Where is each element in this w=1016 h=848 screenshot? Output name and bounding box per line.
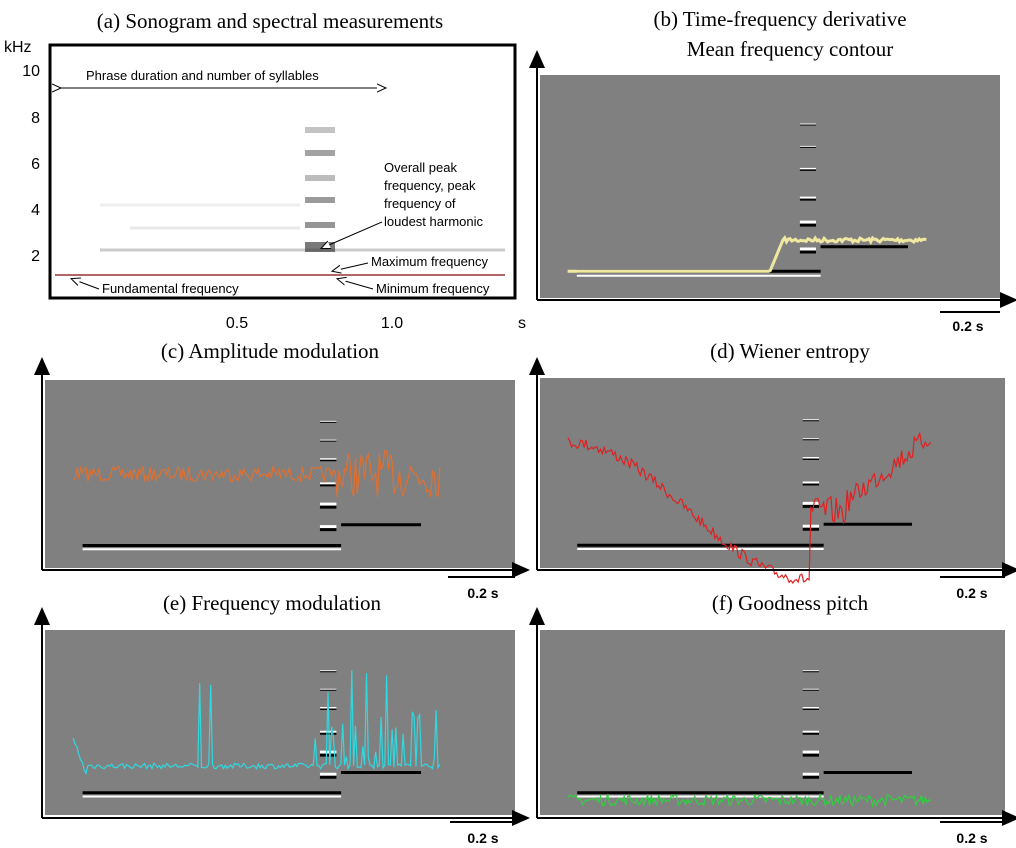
- feature-trace: [567, 432, 932, 585]
- y-tick-label: 2: [31, 248, 40, 265]
- annotation: Overall peak: [384, 160, 457, 175]
- annotation: frequency of: [384, 196, 456, 211]
- scale-label: 0.2 s: [952, 318, 983, 334]
- harmonic: [305, 175, 335, 181]
- panel-title: (c) Amplitude modulation: [161, 339, 380, 363]
- annotation: Minimum frequency: [376, 281, 490, 296]
- annotation: Maximum frequency: [371, 254, 489, 269]
- feature-trace: [567, 234, 927, 273]
- panel-title: (e) Frequency modulation: [163, 591, 382, 615]
- feature-trace: [567, 793, 931, 809]
- annotation: Phrase duration and number of syllables: [86, 68, 319, 83]
- annotation: loudest harmonic: [384, 214, 483, 229]
- scale-label: 0.2 s: [956, 830, 987, 846]
- spectral-derivative: [45, 630, 515, 815]
- annotation-arrow: [338, 279, 374, 290]
- panel-title: (a) Sonogram and spectral measurements: [97, 9, 443, 33]
- y-tick-label: 6: [31, 156, 40, 173]
- annotation-arrow: [72, 279, 100, 290]
- annotation: Fundamental frequency: [102, 281, 239, 296]
- annotation-arrow: [333, 262, 369, 271]
- scale-label: 0.2 s: [467, 830, 498, 846]
- x-tick-label: 1.0: [381, 315, 403, 332]
- panel-title: (f) Goodness pitch: [712, 591, 869, 615]
- harmonic: [305, 222, 335, 228]
- spectral-derivative: [540, 378, 1005, 568]
- harmonic: [305, 127, 335, 133]
- y-tick-label: 4: [31, 202, 40, 219]
- y-unit: kHz: [4, 39, 32, 56]
- annotation: frequency, peak: [384, 178, 476, 193]
- scale-label: 0.2 s: [956, 585, 987, 601]
- panel-title: Mean frequency contour: [687, 37, 893, 61]
- panel-title: (b) Time-frequency derivative: [653, 7, 906, 31]
- annotation-arrow: [322, 221, 383, 248]
- harmonic: [305, 150, 335, 156]
- y-tick-label: 8: [31, 110, 40, 127]
- x-tick-label: 0.5: [226, 315, 248, 332]
- feature-trace: [72, 450, 441, 498]
- scale-label: 0.2 s: [467, 585, 498, 601]
- y-tick-label: 10: [22, 63, 40, 80]
- spectral-derivative: [540, 75, 1000, 298]
- spectral-derivative: [540, 630, 1005, 815]
- panel-title: (d) Wiener entropy: [710, 339, 870, 363]
- harmonic: [305, 197, 335, 203]
- feature-trace: [72, 670, 441, 775]
- x-unit: s: [518, 315, 526, 332]
